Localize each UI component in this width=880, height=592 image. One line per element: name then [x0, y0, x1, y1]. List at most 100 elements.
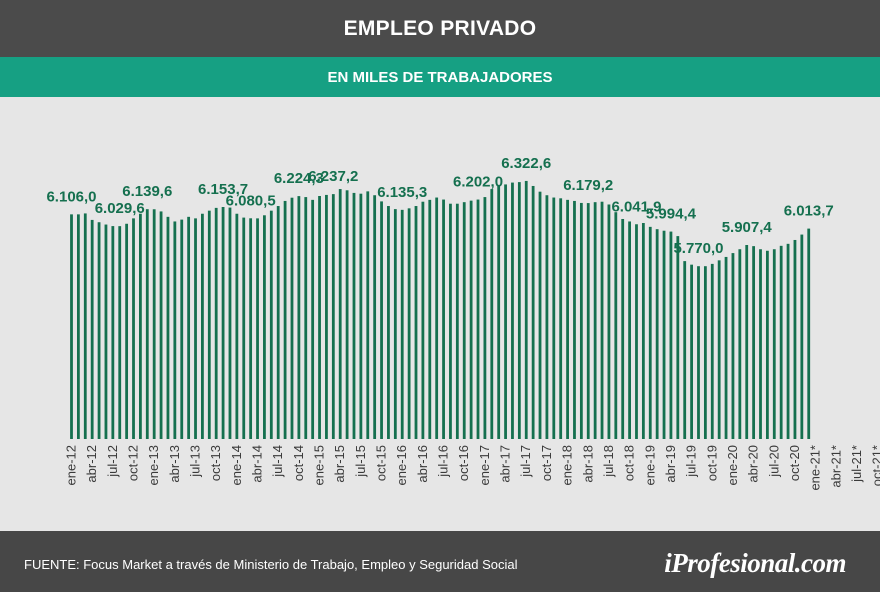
bar	[380, 201, 383, 439]
x-tick-label: abr-19	[663, 445, 678, 483]
x-tick-label: oct-19	[704, 445, 719, 481]
x-tick-label: oct-12	[126, 445, 141, 481]
bar	[90, 219, 94, 439]
data-label: 5.770,0	[673, 240, 723, 257]
x-tick-label: abr-20	[746, 445, 761, 483]
bar	[703, 266, 707, 439]
bar	[455, 203, 459, 439]
bar	[793, 239, 797, 439]
bar	[559, 198, 563, 439]
bar	[173, 221, 177, 439]
bar	[731, 253, 735, 439]
x-tick-label: abr-18	[580, 445, 595, 483]
bar	[752, 246, 756, 439]
x-tick-label: oct-20	[787, 445, 802, 481]
x-tick-label: jul-18	[601, 445, 616, 478]
bar	[462, 202, 466, 439]
bar	[393, 209, 397, 439]
bar	[490, 189, 494, 439]
bar	[738, 249, 742, 439]
bar	[607, 204, 611, 439]
bar	[201, 213, 204, 439]
bar	[400, 209, 404, 439]
bar	[483, 197, 487, 439]
bar	[655, 229, 659, 439]
bar	[710, 263, 714, 439]
bar	[504, 184, 507, 439]
source-note: FUENTE: Focus Market a través de Ministe…	[24, 557, 518, 572]
x-tick-label: abr-13	[167, 445, 182, 483]
bar	[566, 199, 569, 439]
bar	[759, 249, 762, 439]
bar	[531, 185, 535, 439]
bar	[83, 213, 87, 439]
brand-logo: iProfesional.com	[664, 548, 846, 578]
bar	[538, 191, 542, 439]
x-tick-label: jul-21*	[849, 445, 864, 483]
bars-group	[70, 180, 811, 440]
data-label: 6.322,6	[501, 155, 551, 172]
bar	[621, 218, 625, 439]
data-label: 6.029,6	[95, 200, 145, 217]
x-tick-label: oct-18	[622, 445, 637, 481]
bar	[807, 228, 811, 439]
plot-area: ene-12 abr-12 jul-12 oct-12 ene-13 abr-13 jul-…	[0, 97, 880, 531]
data-label: 5.907,4	[722, 219, 773, 236]
bar	[765, 250, 769, 439]
x-tick-label: ene-14	[229, 445, 244, 485]
data-label: 6.224,3	[274, 170, 324, 187]
bar	[800, 234, 804, 439]
bar	[180, 219, 184, 439]
bar	[524, 180, 528, 439]
bar	[724, 256, 728, 439]
footer: FUENTE: Focus Market a través de Ministe…	[0, 531, 880, 592]
bar	[579, 202, 583, 439]
bar	[352, 192, 356, 439]
bar	[662, 230, 666, 439]
bar	[249, 218, 253, 439]
bar	[118, 226, 122, 439]
bar	[132, 218, 135, 439]
x-tick-label: oct-14	[291, 445, 306, 481]
chart-title: EMPLEO PRIVADO	[343, 16, 537, 40]
bar-chart: ene-12 abr-12 jul-12 oct-12 ene-13 abr-13 jul-…	[46, 155, 880, 491]
bar	[338, 189, 342, 439]
bar	[276, 206, 280, 439]
bar	[545, 195, 549, 439]
data-label: 6.237,2	[308, 168, 358, 185]
bar	[676, 236, 680, 439]
bar	[104, 224, 108, 439]
bar	[600, 201, 604, 439]
bar	[628, 221, 631, 439]
x-tick-label: jul-19	[684, 445, 699, 478]
x-tick-label: jul-17	[518, 445, 533, 478]
x-tick-label: jul-13	[188, 445, 203, 478]
bar	[297, 196, 301, 439]
bar	[517, 182, 521, 440]
x-tick-label: jul-14	[270, 445, 285, 478]
bar	[414, 206, 418, 439]
bar	[669, 231, 673, 439]
bar	[648, 226, 652, 439]
x-tick-label: jul-12	[105, 445, 120, 478]
bar	[387, 206, 390, 439]
bar	[125, 223, 129, 439]
bar	[552, 197, 556, 439]
x-tick-label: ene-13	[146, 445, 161, 485]
bar	[345, 190, 349, 439]
bar	[469, 200, 473, 439]
bar	[449, 203, 452, 439]
x-tick-label: ene-16	[394, 445, 409, 485]
x-tick-label: oct-21*	[870, 445, 880, 486]
x-tick-label: abr-14	[250, 445, 265, 483]
bar	[407, 208, 411, 439]
x-tick-label: ene-17	[477, 445, 492, 485]
x-tick-label: ene-18	[560, 445, 575, 485]
x-tick-label: abr-21*	[828, 445, 843, 488]
bar	[476, 199, 480, 439]
bar	[221, 207, 225, 439]
bar	[690, 264, 693, 439]
data-label: 6.153,7	[198, 181, 248, 198]
x-tick-label: ene-19	[642, 445, 657, 485]
bar	[683, 261, 687, 439]
